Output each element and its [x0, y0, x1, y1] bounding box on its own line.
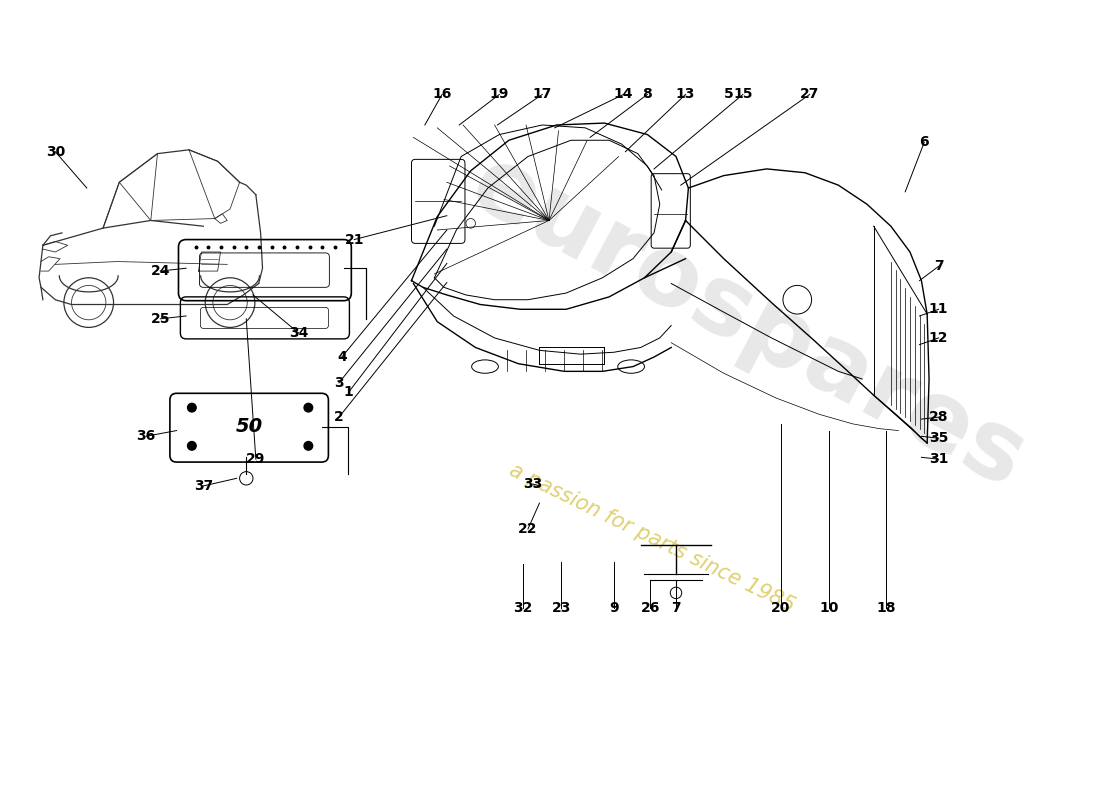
Text: 17: 17	[532, 87, 552, 102]
Text: 37: 37	[194, 479, 213, 493]
Text: 30: 30	[46, 145, 65, 158]
Text: 23: 23	[552, 601, 571, 615]
Text: 7: 7	[934, 259, 944, 274]
Text: 18: 18	[877, 601, 895, 615]
Text: 25: 25	[151, 312, 170, 326]
Text: 19: 19	[490, 87, 509, 102]
Circle shape	[304, 403, 312, 412]
Circle shape	[188, 442, 196, 450]
Text: 34: 34	[289, 326, 308, 340]
Text: 21: 21	[344, 233, 364, 246]
Text: 7: 7	[671, 601, 681, 615]
Text: 3: 3	[334, 376, 343, 390]
Text: 10: 10	[820, 601, 838, 615]
Text: 1: 1	[343, 386, 353, 399]
Circle shape	[188, 403, 196, 412]
Text: 32: 32	[514, 601, 532, 615]
Text: 50: 50	[235, 418, 263, 436]
Text: 24: 24	[151, 264, 170, 278]
Text: 5: 5	[724, 87, 734, 102]
Text: 16: 16	[432, 87, 452, 102]
Text: 35: 35	[928, 431, 948, 445]
Text: 33: 33	[524, 477, 542, 491]
Text: 6: 6	[920, 135, 929, 149]
Text: 27: 27	[800, 87, 820, 102]
Text: 28: 28	[928, 410, 948, 424]
Text: 14: 14	[614, 87, 634, 102]
Text: 12: 12	[928, 331, 948, 345]
Text: 22: 22	[518, 522, 538, 536]
Text: 8: 8	[642, 87, 652, 102]
Text: 2: 2	[334, 410, 344, 424]
Text: 11: 11	[928, 302, 948, 316]
Text: 15: 15	[733, 87, 752, 102]
Circle shape	[304, 442, 312, 450]
Text: a passion for parts since 1985: a passion for parts since 1985	[506, 461, 799, 617]
Text: 20: 20	[771, 601, 791, 615]
Text: 26: 26	[640, 601, 660, 615]
Text: 31: 31	[928, 452, 948, 466]
Text: 29: 29	[246, 452, 265, 466]
Text: 9: 9	[609, 601, 618, 615]
Text: 36: 36	[136, 430, 155, 443]
Text: 4: 4	[337, 350, 346, 364]
Text: eurospares: eurospares	[454, 138, 1041, 509]
Text: 13: 13	[675, 87, 695, 102]
